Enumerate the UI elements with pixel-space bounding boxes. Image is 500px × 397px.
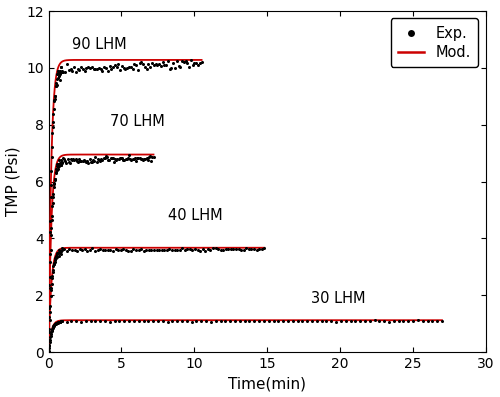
X-axis label: Time(min): Time(min) bbox=[228, 376, 306, 391]
Y-axis label: TMP (Psi): TMP (Psi) bbox=[6, 147, 20, 216]
Text: 40 LHM: 40 LHM bbox=[168, 208, 222, 223]
Text: 70 LHM: 70 LHM bbox=[110, 114, 164, 129]
Legend: Exp., Mod.: Exp., Mod. bbox=[390, 18, 478, 67]
Text: 30 LHM: 30 LHM bbox=[311, 291, 366, 306]
Text: 90 LHM: 90 LHM bbox=[72, 37, 126, 52]
